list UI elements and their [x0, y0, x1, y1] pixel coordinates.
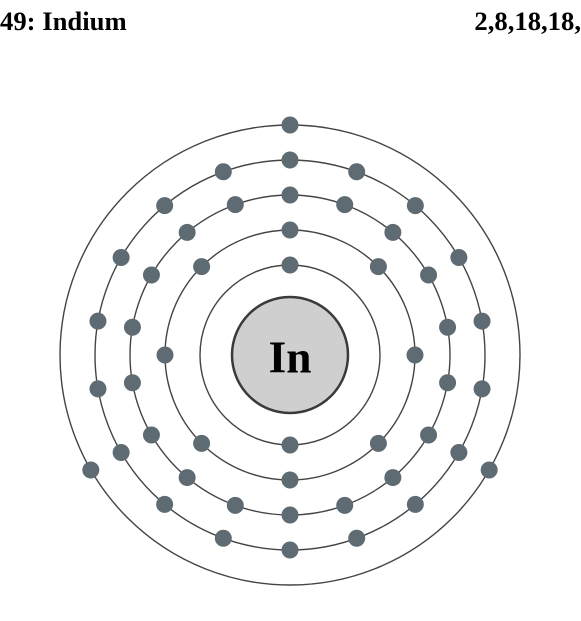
electron-shell-3-n1 — [282, 187, 299, 204]
electron-shell-3-n5 — [439, 319, 456, 336]
electron-shell-4-n16 — [113, 249, 130, 266]
electron-shell-3-n14 — [124, 374, 141, 391]
element-symbol: In — [269, 332, 312, 382]
electron-shell-3-n2 — [336, 196, 353, 213]
electron-shell-2-n7 — [157, 347, 174, 364]
electron-shell-3-n7 — [420, 427, 437, 444]
electron-shell-4-n5 — [474, 313, 491, 330]
electron-shell-4-n18 — [215, 163, 232, 180]
electron-shell-4-n9 — [348, 530, 365, 547]
electron-shell-4-n6 — [474, 380, 491, 397]
electron-shell-4-n14 — [89, 380, 106, 397]
electron-shell-3-n12 — [179, 469, 196, 486]
electron-shell-2-n6 — [193, 435, 210, 452]
electron-shell-3-n8 — [384, 469, 401, 486]
electron-shell-4-n1 — [282, 152, 299, 169]
electron-shell-3-n16 — [143, 267, 160, 284]
electron-shell-5-n3 — [82, 462, 99, 479]
electron-shell-2-n3 — [407, 347, 424, 364]
electron-shell-4-n3 — [407, 197, 424, 214]
electron-shell-4-n12 — [156, 496, 173, 513]
electron-shell-2-n4 — [370, 435, 387, 452]
electron-shell-1-n1 — [282, 257, 299, 274]
element-title: 49: Indium — [0, 6, 127, 37]
electron-shell-3-n11 — [227, 497, 244, 514]
atom-diagram: In — [0, 95, 581, 615]
electron-configuration: 2,8,18,18, — [474, 6, 581, 37]
electron-shell-2-n8 — [193, 258, 210, 275]
electron-shell-2-n1 — [282, 222, 299, 239]
atom-diagram-container: In — [0, 95, 581, 615]
header: 49: Indium 2,8,18,18, — [0, 0, 581, 40]
electron-shell-3-n13 — [143, 427, 160, 444]
electron-shell-2-n5 — [282, 472, 299, 489]
electron-shell-4-n10 — [282, 542, 299, 559]
electron-shell-4-n15 — [89, 313, 106, 330]
electron-shell-3-n17 — [179, 224, 196, 241]
electron-shell-3-n9 — [336, 497, 353, 514]
electron-shell-4-n11 — [215, 530, 232, 547]
electron-shell-4-n17 — [156, 197, 173, 214]
electron-shell-3-n3 — [384, 224, 401, 241]
electron-shell-4-n2 — [348, 163, 365, 180]
electron-shell-3-n6 — [439, 374, 456, 391]
electron-shell-3-n15 — [124, 319, 141, 336]
electron-shell-4-n4 — [450, 249, 467, 266]
electron-shell-5-n2 — [481, 462, 498, 479]
electron-shell-4-n13 — [113, 444, 130, 461]
electron-shell-3-n18 — [227, 196, 244, 213]
electron-shell-1-n2 — [282, 437, 299, 454]
electron-shell-4-n7 — [450, 444, 467, 461]
electron-shell-4-n8 — [407, 496, 424, 513]
electron-shell-3-n4 — [420, 267, 437, 284]
electron-shell-2-n2 — [370, 258, 387, 275]
electron-shell-3-n10 — [282, 507, 299, 524]
electron-shell-5-n1 — [282, 117, 299, 134]
